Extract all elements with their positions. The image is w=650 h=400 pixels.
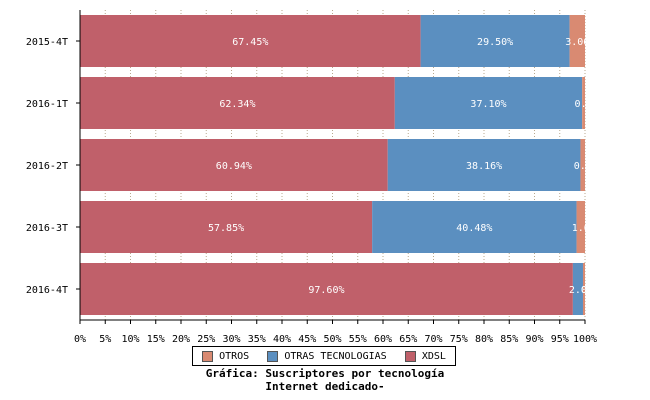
bar-segment xyxy=(576,201,585,253)
data-label: 67.45% xyxy=(232,37,268,48)
bar-segment xyxy=(80,139,388,191)
x-tick-label: 35% xyxy=(248,334,266,345)
x-tick-label: 85% xyxy=(500,334,518,345)
x-tick-label: 60% xyxy=(374,334,392,345)
bar-segment xyxy=(80,201,373,253)
legend-swatch-otras-tecnologias xyxy=(267,350,279,362)
data-label: 97.60% xyxy=(308,285,344,296)
x-tick-label: 80% xyxy=(475,334,493,345)
data-label: 62.34% xyxy=(219,99,255,110)
bars-layer xyxy=(80,15,585,315)
legend-swatch-otros xyxy=(202,350,214,362)
data-label: 0 xyxy=(581,285,587,296)
legend-label-otros: OTROS xyxy=(219,350,250,362)
data-label: 29.50% xyxy=(477,37,513,48)
legend-item-otras-tecnologias: OTRAS TECNOLOGIAS xyxy=(267,350,387,362)
bar-segment xyxy=(80,263,573,315)
x-tick-label: 5% xyxy=(99,334,111,345)
legend-item-otros: OTROS xyxy=(202,350,250,362)
bar-segment xyxy=(582,263,585,315)
bar-segment xyxy=(580,139,585,191)
data-label: 40.48% xyxy=(456,223,492,234)
x-tick-label: 25% xyxy=(197,334,215,345)
legend-label-xdsl: XDSL xyxy=(421,350,446,362)
bar-segment xyxy=(394,77,583,129)
x-tick-label: 15% xyxy=(147,334,165,345)
axes: 2015-4T 2016-1T 2016-2T 2016-3T 2016-4T 0% 5% 1… xyxy=(26,10,597,345)
x-tick-label: 20% xyxy=(172,334,190,345)
data-label: 0.9 xyxy=(574,161,592,172)
bar-segment xyxy=(572,263,583,315)
data-label: 1.6 xyxy=(572,223,590,234)
x-tick-label: 100% xyxy=(573,334,597,345)
bar-segment xyxy=(420,15,570,67)
data-label: 60.94% xyxy=(216,161,252,172)
x-tick-label: 65% xyxy=(399,334,417,345)
chart-title-line-1: Gráfica: Suscriptores por tecnología xyxy=(205,367,445,380)
x-tick-label: 0% xyxy=(74,334,86,345)
y-tick-label: 2015-4T xyxy=(26,37,68,48)
y-tick-label: 2016-1T xyxy=(26,99,68,110)
data-label: 37.10% xyxy=(470,99,506,110)
y-tick-label: 2016-4T xyxy=(26,285,68,296)
stacked-bar-chart: 67.45% 29.50% 3.06 62.34% 37.10% 0.5 60.94% 38.… xyxy=(26,10,597,345)
x-tick-label: 95% xyxy=(551,334,569,345)
x-tick-label: 10% xyxy=(121,334,139,345)
data-label: 0.5 xyxy=(575,99,593,110)
data-label: 38.16% xyxy=(466,161,502,172)
y-tick-label: 2016-3T xyxy=(26,223,68,234)
bar-segment xyxy=(387,139,581,191)
bar-segment xyxy=(80,77,395,129)
x-tick-label: 70% xyxy=(424,334,442,345)
x-tick-label: 40% xyxy=(273,334,291,345)
bar-segment xyxy=(80,15,421,67)
legend: OTROS OTRAS TECNOLOGIAS XDSL xyxy=(192,346,456,366)
bar-segment xyxy=(569,15,585,67)
x-tick-label: 30% xyxy=(222,334,240,345)
chart-title-line-2: Internet dedicado- xyxy=(265,380,385,393)
x-tick-label: 55% xyxy=(349,334,367,345)
x-tick-label: 75% xyxy=(450,334,468,345)
legend-item-xdsl: XDSL xyxy=(404,350,446,362)
data-labels: 67.45% 29.50% 3.06 62.34% 37.10% 0.5 60.94% 38.… xyxy=(208,37,593,296)
data-label: 3.06 xyxy=(565,37,589,48)
legend-label-otras-tecnologias: OTRAS TECNOLOGIAS xyxy=(284,350,387,362)
legend-swatch-xdsl xyxy=(404,350,416,362)
x-tick-label: 50% xyxy=(323,334,341,345)
data-label: 2.0 xyxy=(569,285,587,296)
x-tick-label: 45% xyxy=(298,334,316,345)
bar-segment xyxy=(582,77,585,129)
y-tick-label: 2016-2T xyxy=(26,161,68,172)
bar-segment xyxy=(372,201,577,253)
x-tick-label: 90% xyxy=(525,334,543,345)
data-label: 57.85% xyxy=(208,223,244,234)
